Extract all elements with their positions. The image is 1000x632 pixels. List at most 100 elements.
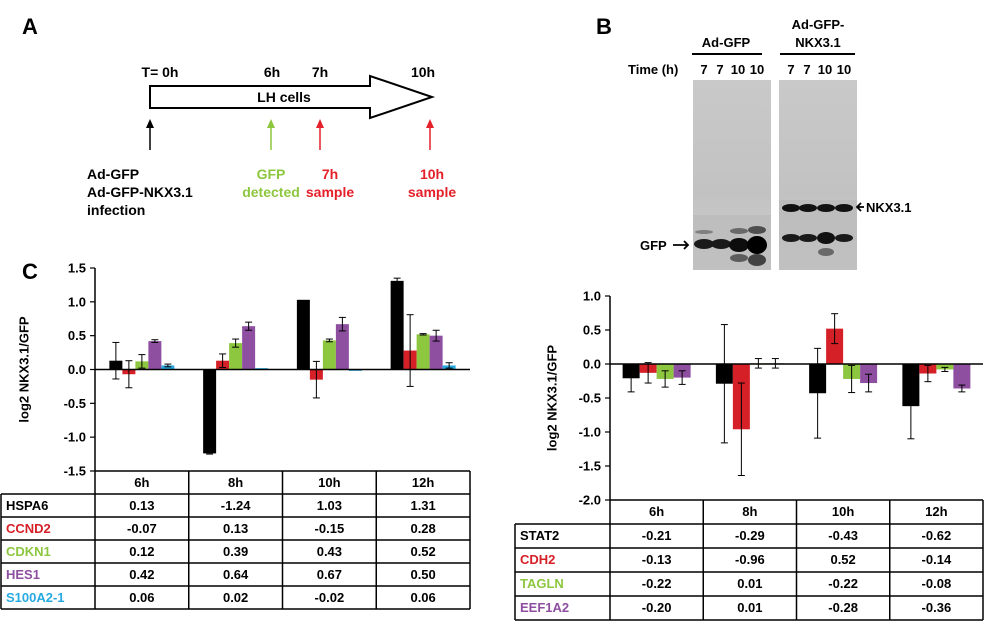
lane-label: 7	[716, 62, 723, 77]
table-value-cell: -0.22	[828, 576, 858, 591]
table-value-cell: -0.08	[922, 576, 952, 591]
y-tick-label: -1.0	[579, 425, 601, 440]
legend-gene-name: TAGLN	[520, 576, 564, 591]
table-value-cell: -0.22	[642, 576, 672, 591]
bar-tagln	[936, 364, 954, 370]
y-tick-label: 0.0	[68, 362, 86, 377]
legend-gene-name: CCND2	[6, 521, 51, 536]
panel-b: B Ad-GFP Ad-GFP- NKX3.1 Time (h) 7 7 10 …	[596, 14, 912, 270]
lane-label: 7	[787, 62, 794, 77]
table-value-cell: 0.52	[830, 552, 855, 567]
panel-a: A T= 0h 6h 7h 10h LH cells Ad-GFP Ad-GFP…	[22, 14, 456, 218]
event-infection-line3: infection	[87, 202, 145, 218]
y-tick-label: -1.5	[64, 464, 86, 479]
chart-right: log2 NKX3.1/GFP 1.0 0.5 0.0 -0.5 -1.0 -1.5 -2.0…	[514, 289, 984, 621]
bar-hes1	[242, 326, 256, 370]
legend-gene-name: CDKN1	[6, 544, 51, 559]
y-tick-label: -0.5	[64, 396, 86, 411]
blot-group2-label-line2: NKX3.1	[795, 35, 841, 50]
table-value-cell: -0.43	[828, 528, 858, 543]
bar-eef1a2	[860, 364, 878, 384]
band-label-gfp: GFP	[640, 238, 667, 253]
lane-label: 7	[700, 62, 707, 77]
table-value-cell: -0.36	[922, 600, 952, 615]
time-label-0h: T= 0h	[142, 64, 179, 80]
y-tick-label: -1.0	[64, 430, 86, 445]
time-label-6h: 6h	[264, 64, 280, 80]
panel-a-label: A	[22, 14, 38, 39]
y-tick-label: 1.0	[583, 289, 601, 304]
table-header-cell: 8h	[228, 475, 243, 490]
table-value-cell: 0.01	[737, 600, 762, 615]
blot-group2-label-line1: Ad-GFP-	[792, 17, 845, 32]
time-label-7h: 7h	[312, 64, 328, 80]
table-value-cell: -0.15	[315, 521, 345, 536]
band-label-nkx: NKX3.1	[866, 200, 912, 215]
table-value-cell: 0.39	[223, 544, 248, 559]
table-value-cell: 0.28	[410, 521, 435, 536]
table-header-cell: 8h	[742, 504, 757, 519]
legend-gene-name: HES1	[6, 567, 40, 582]
lane-label: 10	[750, 62, 764, 77]
table-value-cell: 0.06	[410, 590, 435, 605]
table-value-cell: 0.42	[129, 567, 154, 582]
panel-c-label: C	[22, 259, 38, 284]
table-value-cell: 0.06	[129, 590, 154, 605]
table-value-cell: -0.13	[642, 552, 672, 567]
time-label-10h: 10h	[411, 64, 435, 80]
y-axis-label: log2 NKX3.1/GFP	[545, 345, 560, 452]
y-tick-label: 0.5	[68, 328, 86, 343]
table-value-cell: -0.29	[735, 528, 765, 543]
table-value-cell: 0.02	[223, 590, 248, 605]
bar-hes1	[335, 324, 349, 370]
legend-gene-name: CDH2	[520, 552, 555, 567]
table-header-cell: 6h	[649, 504, 664, 519]
table-value-cell: 0.01	[737, 576, 762, 591]
arrow-left-icon	[855, 202, 864, 212]
timeline-arrow	[149, 74, 436, 120]
table-value-cell: -0.02	[315, 590, 345, 605]
y-tick-label: 0.5	[583, 323, 601, 338]
table-value-cell: -0.96	[735, 552, 765, 567]
table-value-cell: -0.21	[642, 528, 672, 543]
event-7h-line1: 7h	[322, 166, 338, 182]
lane-label: 10	[731, 62, 745, 77]
panel-b-label: B	[596, 14, 612, 39]
blot-time-label: Time (h)	[628, 62, 678, 77]
western-blot-right	[779, 80, 857, 270]
bar-cdkn1	[322, 340, 336, 370]
legend-gene-name: S100A2-1	[6, 590, 65, 605]
legend-gene-name: EEF1A2	[520, 600, 569, 615]
event-arrow-10h	[426, 119, 434, 150]
table-value-cell: 0.13	[223, 521, 248, 536]
y-tick-label: -1.5	[579, 459, 601, 474]
bar-cdkn1	[229, 343, 243, 370]
event-arrow-infection	[146, 119, 154, 150]
table-value-cell: 0.52	[410, 544, 435, 559]
table-value-cell: 0.50	[410, 567, 435, 582]
event-gfp-line1: GFP	[257, 166, 286, 182]
lane-label: 10	[818, 62, 832, 77]
bar-cdh2	[826, 328, 844, 364]
y-tick-label: 1.0	[68, 294, 86, 309]
legend-gene-name: STAT2	[520, 528, 559, 543]
bar-hes1	[148, 341, 162, 370]
table-value-cell: 0.12	[129, 544, 154, 559]
table-value-cell: 1.31	[410, 498, 435, 513]
lane-label: 10	[837, 62, 851, 77]
event-gfp-line2: detected	[242, 184, 300, 200]
bar-cdkn1	[416, 334, 430, 370]
table-value-cell: 0.13	[129, 498, 154, 513]
table-header-cell: 12h	[925, 504, 947, 519]
bar-hspa6	[390, 280, 404, 370]
arrow-right-icon	[673, 240, 690, 250]
blot-group1-label: Ad-GFP	[702, 35, 751, 50]
y-tick-label: -0.5	[579, 391, 601, 406]
event-7h-line2: sample	[306, 184, 354, 200]
event-infection-line2: Ad-GFP-NKX3.1	[87, 184, 193, 200]
table-value-cell: -0.62	[922, 528, 952, 543]
bar-hes1	[429, 335, 443, 370]
lane-label: 7	[803, 62, 810, 77]
event-arrow-7h	[316, 119, 324, 150]
bar-s100a2-1	[161, 365, 175, 370]
